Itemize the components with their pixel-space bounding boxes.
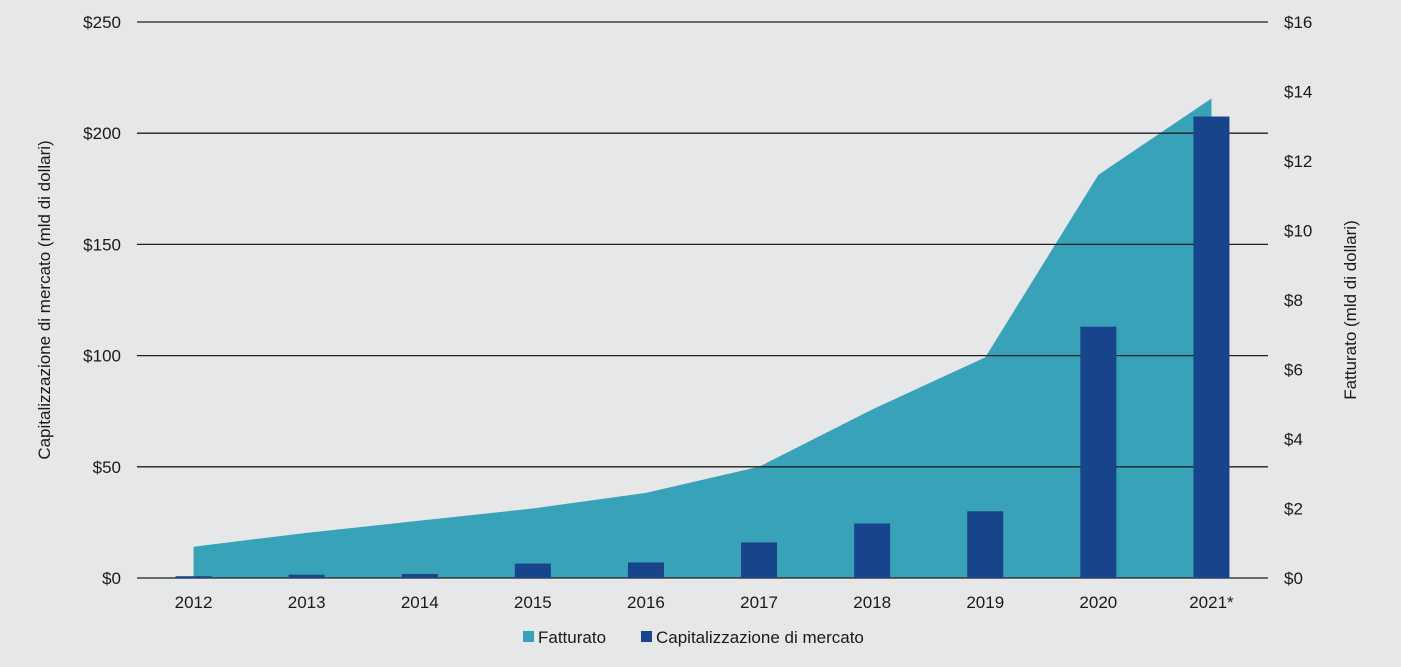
x-tick-label: 2014: [401, 593, 439, 612]
y-right-tick-label: $12: [1284, 152, 1312, 171]
legend-swatch-revenue: [523, 631, 534, 642]
y-right-tick-label: $14: [1284, 83, 1312, 102]
revenue-area: [193, 98, 1212, 578]
y-left-tick-label: $100: [83, 347, 121, 366]
legend-label-revenue: Fatturato: [538, 628, 606, 647]
x-tick-label: 2015: [514, 593, 552, 612]
y-right-tick-label: $4: [1284, 430, 1303, 449]
bar-market-cap[interactable]: [854, 523, 891, 578]
bar-market-cap[interactable]: [627, 562, 664, 578]
y-left-axis-title: Capitalizzazione di mercato (mld di doll…: [35, 140, 54, 459]
legend-label-market-cap: Capitalizzazione di mercato: [656, 628, 864, 647]
legend-swatch-market-cap: [641, 631, 652, 642]
x-tick-label: 2012: [175, 593, 213, 612]
y-right-tick-label: $16: [1284, 13, 1312, 32]
x-tick-label: 2020: [1079, 593, 1117, 612]
y-right-tick-label: $2: [1284, 500, 1303, 519]
y-right-tick-label: $8: [1284, 291, 1303, 310]
bar-market-cap[interactable]: [401, 573, 438, 578]
bar-market-cap[interactable]: [288, 574, 325, 578]
bar-market-cap[interactable]: [1193, 116, 1230, 579]
y-left-tick-label: $50: [93, 458, 121, 477]
y-left-tick-label: $200: [83, 124, 121, 143]
bar-market-cap[interactable]: [967, 511, 1004, 578]
y-right-tick-label: $10: [1284, 222, 1312, 241]
y-right-tick-label: $6: [1284, 361, 1303, 380]
bar-market-cap[interactable]: [741, 542, 778, 578]
x-tick-label: 2018: [853, 593, 891, 612]
y-right-tick-label: $0: [1284, 569, 1303, 588]
bar-market-cap[interactable]: [514, 563, 551, 578]
x-tick-label: 2016: [627, 593, 665, 612]
y-left-tick-label: $150: [83, 235, 121, 254]
y-right-axis-title: Fatturato (mld di dollari): [1341, 220, 1360, 400]
x-tick-label: 2021*: [1189, 593, 1234, 612]
bar-market-cap[interactable]: [175, 576, 212, 578]
bar-market-cap[interactable]: [1080, 326, 1117, 578]
x-tick-label: 2019: [966, 593, 1004, 612]
x-tick-label: 2013: [288, 593, 326, 612]
x-tick-label: 2017: [740, 593, 778, 612]
y-left-tick-label: $250: [83, 13, 121, 32]
y-left-tick-label: $0: [102, 569, 121, 588]
